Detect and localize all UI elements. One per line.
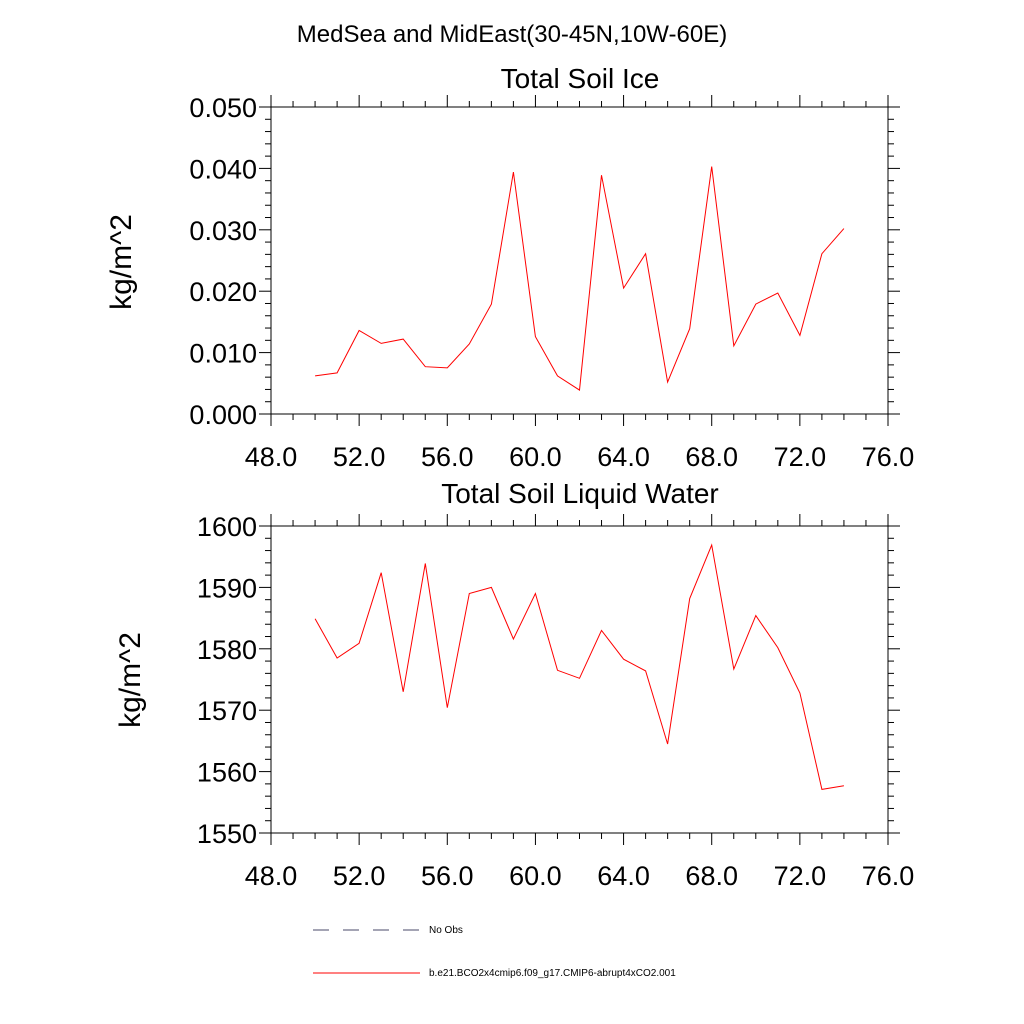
chart-panel-soil-liquid-water: Total Soil Liquid Water kg/m^2 48.0 52.0 5… — [114, 478, 914, 891]
x-tick-label: 64.0 — [597, 861, 650, 891]
y-tick-label: 0.050 — [189, 93, 257, 123]
x-tick-label: 76.0 — [862, 442, 915, 472]
figure-main-title: MedSea and MidEast(30-45N,10W-60E) — [297, 21, 727, 48]
legend-label-no-obs: No Obs — [429, 925, 463, 936]
plot-frame — [270, 106, 889, 415]
y-tick-label: 0.040 — [189, 154, 257, 184]
x-tick-label: 56.0 — [421, 442, 474, 472]
axis-ticks: 48.0 52.0 56.0 60.0 64.0 68.0 72.0 76.0 0.000 0.0… — [189, 93, 914, 472]
x-tick-label: 60.0 — [509, 442, 562, 472]
legend: No Obs b.e21.BCO2x4cmip6.f09_g17.CMIP6-a… — [313, 925, 676, 979]
y-tick-label: 1550 — [197, 819, 257, 849]
series-line — [315, 166, 845, 391]
x-tick-label: 68.0 — [685, 861, 738, 891]
panel-title: Total Soil Liquid Water — [441, 478, 719, 509]
x-tick-label: 60.0 — [509, 861, 562, 891]
y-axis-label: kg/m^2 — [114, 632, 147, 728]
x-tick-label: 48.0 — [245, 861, 298, 891]
x-tick-label: 56.0 — [421, 861, 474, 891]
y-tick-label: 1580 — [197, 635, 257, 665]
series-line — [314, 543, 844, 790]
x-tick-label: 64.0 — [597, 442, 650, 472]
panel-title: Total Soil Ice — [501, 63, 660, 94]
x-tick-label: 76.0 — [862, 861, 915, 891]
plot-frame — [270, 525, 889, 834]
y-tick-label: 1570 — [197, 696, 257, 726]
chart-panel-soil-ice: Total Soil Ice kg/m^2 48.0 52.0 56.0 60.0 64… — [105, 63, 914, 472]
y-axis-label: kg/m^2 — [105, 214, 138, 310]
x-tick-label: 48.0 — [245, 442, 298, 472]
y-tick-label: 1560 — [197, 758, 257, 788]
legend-label-model-run: b.e21.BCO2x4cmip6.f09_g17.CMIP6-abrupt4x… — [429, 968, 676, 979]
y-tick-label: 0.010 — [189, 339, 257, 369]
x-tick-label: 72.0 — [774, 861, 827, 891]
x-tick-label: 52.0 — [333, 861, 386, 891]
axis-ticks: 48.0 52.0 56.0 60.0 64.0 68.0 72.0 76.0 1550 1560… — [197, 512, 914, 891]
y-tick-label: 0.030 — [189, 216, 257, 246]
y-tick-label: 1600 — [197, 512, 257, 542]
x-tick-label: 52.0 — [333, 442, 386, 472]
y-tick-label: 0.020 — [189, 277, 257, 307]
y-tick-label: 0.000 — [189, 400, 257, 430]
x-tick-label: 72.0 — [774, 442, 827, 472]
y-tick-label: 1590 — [197, 573, 257, 603]
x-tick-label: 68.0 — [685, 442, 738, 472]
